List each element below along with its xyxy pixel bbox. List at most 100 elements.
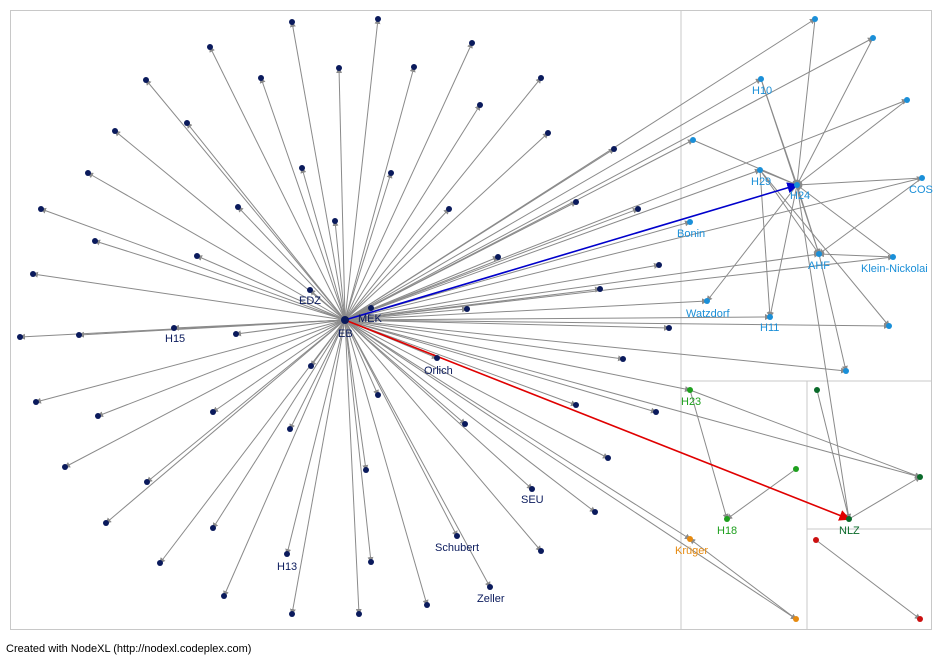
node-b3[interactable] (904, 97, 910, 103)
node-r2[interactable] (917, 616, 923, 622)
graph-node[interactable] (289, 611, 295, 617)
graph-node[interactable] (611, 146, 617, 152)
node-cos[interactable] (919, 175, 925, 181)
graph-node[interactable] (33, 399, 39, 405)
graph-node[interactable] (210, 409, 216, 415)
node-b5[interactable] (886, 323, 892, 329)
node-b1[interactable] (812, 16, 818, 22)
graph-node[interactable] (157, 560, 163, 566)
graph-node[interactable] (307, 287, 313, 293)
label-orlich: Orlich (424, 365, 453, 377)
graph-node[interactable] (529, 486, 535, 492)
graph-node[interactable] (363, 467, 369, 473)
graph-node[interactable] (287, 426, 293, 432)
node-h10[interactable] (758, 76, 764, 82)
node-eb[interactable] (341, 316, 349, 324)
graph-node[interactable] (299, 165, 305, 171)
node-b2[interactable] (870, 35, 876, 41)
graph-node[interactable] (95, 413, 101, 419)
graph-node[interactable] (194, 253, 200, 259)
graph-node[interactable] (620, 356, 626, 362)
graph-node[interactable] (597, 286, 603, 292)
node-ahf[interactable] (816, 251, 822, 257)
graph-node[interactable] (653, 409, 659, 415)
node-h11[interactable] (767, 314, 773, 320)
node-r1[interactable] (813, 537, 819, 543)
graph-node[interactable] (462, 421, 468, 427)
node-g1[interactable] (793, 466, 799, 472)
graph-node[interactable] (144, 479, 150, 485)
graph-node[interactable] (103, 520, 109, 526)
graph-node[interactable] (656, 262, 662, 268)
graph-node[interactable] (573, 402, 579, 408)
graph-node[interactable] (258, 75, 264, 81)
node-dg1[interactable] (814, 387, 820, 393)
graph-node[interactable] (424, 602, 430, 608)
graph-node[interactable] (388, 170, 394, 176)
graph-node[interactable] (573, 199, 579, 205)
node-nlz[interactable] (846, 516, 852, 522)
label-h24: H24 (790, 190, 810, 202)
node-h23[interactable] (687, 387, 693, 393)
graph-node[interactable] (289, 19, 295, 25)
graph-node[interactable] (184, 120, 190, 126)
graph-node[interactable] (85, 170, 91, 176)
graph-node[interactable] (411, 64, 417, 70)
graph-node[interactable] (605, 455, 611, 461)
graph-node[interactable] (545, 130, 551, 136)
graph-node[interactable] (375, 16, 381, 22)
graph-node[interactable] (221, 593, 227, 599)
graph-node[interactable] (666, 325, 672, 331)
graph-node[interactable] (375, 392, 381, 398)
graph-node[interactable] (454, 533, 460, 539)
graph-node[interactable] (17, 334, 23, 340)
graph-node[interactable] (332, 218, 338, 224)
graph-node[interactable] (538, 75, 544, 81)
network-graph[interactable]: EB MEK EDZ H15 Orlich SEU Schubert Zelle… (0, 0, 942, 640)
graph-node[interactable] (112, 128, 118, 134)
graph-node[interactable] (143, 77, 149, 83)
graph-node[interactable] (308, 363, 314, 369)
graph-node[interactable] (368, 305, 374, 311)
node-h24[interactable] (794, 182, 800, 188)
graph-node[interactable] (464, 306, 470, 312)
node-kruger[interactable] (687, 536, 693, 542)
graph-edge (344, 319, 657, 414)
graph-edge (344, 172, 393, 321)
graph-node[interactable] (538, 548, 544, 554)
label-h11: H11 (760, 322, 779, 334)
graph-node[interactable] (446, 206, 452, 212)
graph-node[interactable] (368, 559, 374, 565)
graph-node[interactable] (487, 584, 493, 590)
node-h29[interactable] (757, 167, 763, 173)
graph-node[interactable] (207, 44, 213, 50)
graph-node[interactable] (635, 206, 641, 212)
graph-node[interactable] (592, 509, 598, 515)
graph-edge (818, 253, 848, 372)
graph-node[interactable] (233, 331, 239, 337)
graph-node[interactable] (356, 611, 362, 617)
graph-node[interactable] (477, 102, 483, 108)
node-klein[interactable] (890, 254, 896, 260)
graph-node[interactable] (210, 525, 216, 531)
graph-node[interactable] (171, 325, 177, 331)
graph-node[interactable] (62, 464, 68, 470)
node-h18[interactable] (724, 516, 730, 522)
node-bonin[interactable] (687, 219, 693, 225)
graph-node[interactable] (284, 551, 290, 557)
node-b6[interactable] (843, 368, 849, 374)
node-watzdorf[interactable] (704, 298, 710, 304)
graph-node[interactable] (336, 65, 342, 71)
graph-node[interactable] (495, 254, 501, 260)
graph-node[interactable] (235, 204, 241, 210)
graph-edge (235, 319, 346, 337)
node-or1[interactable] (793, 616, 799, 622)
node-dg2[interactable] (917, 474, 923, 480)
graph-node[interactable] (92, 238, 98, 244)
node-b4[interactable] (690, 137, 696, 143)
graph-node[interactable] (38, 206, 44, 212)
graph-node[interactable] (434, 355, 440, 361)
graph-node[interactable] (76, 332, 82, 338)
graph-node[interactable] (469, 40, 475, 46)
graph-node[interactable] (30, 271, 36, 277)
